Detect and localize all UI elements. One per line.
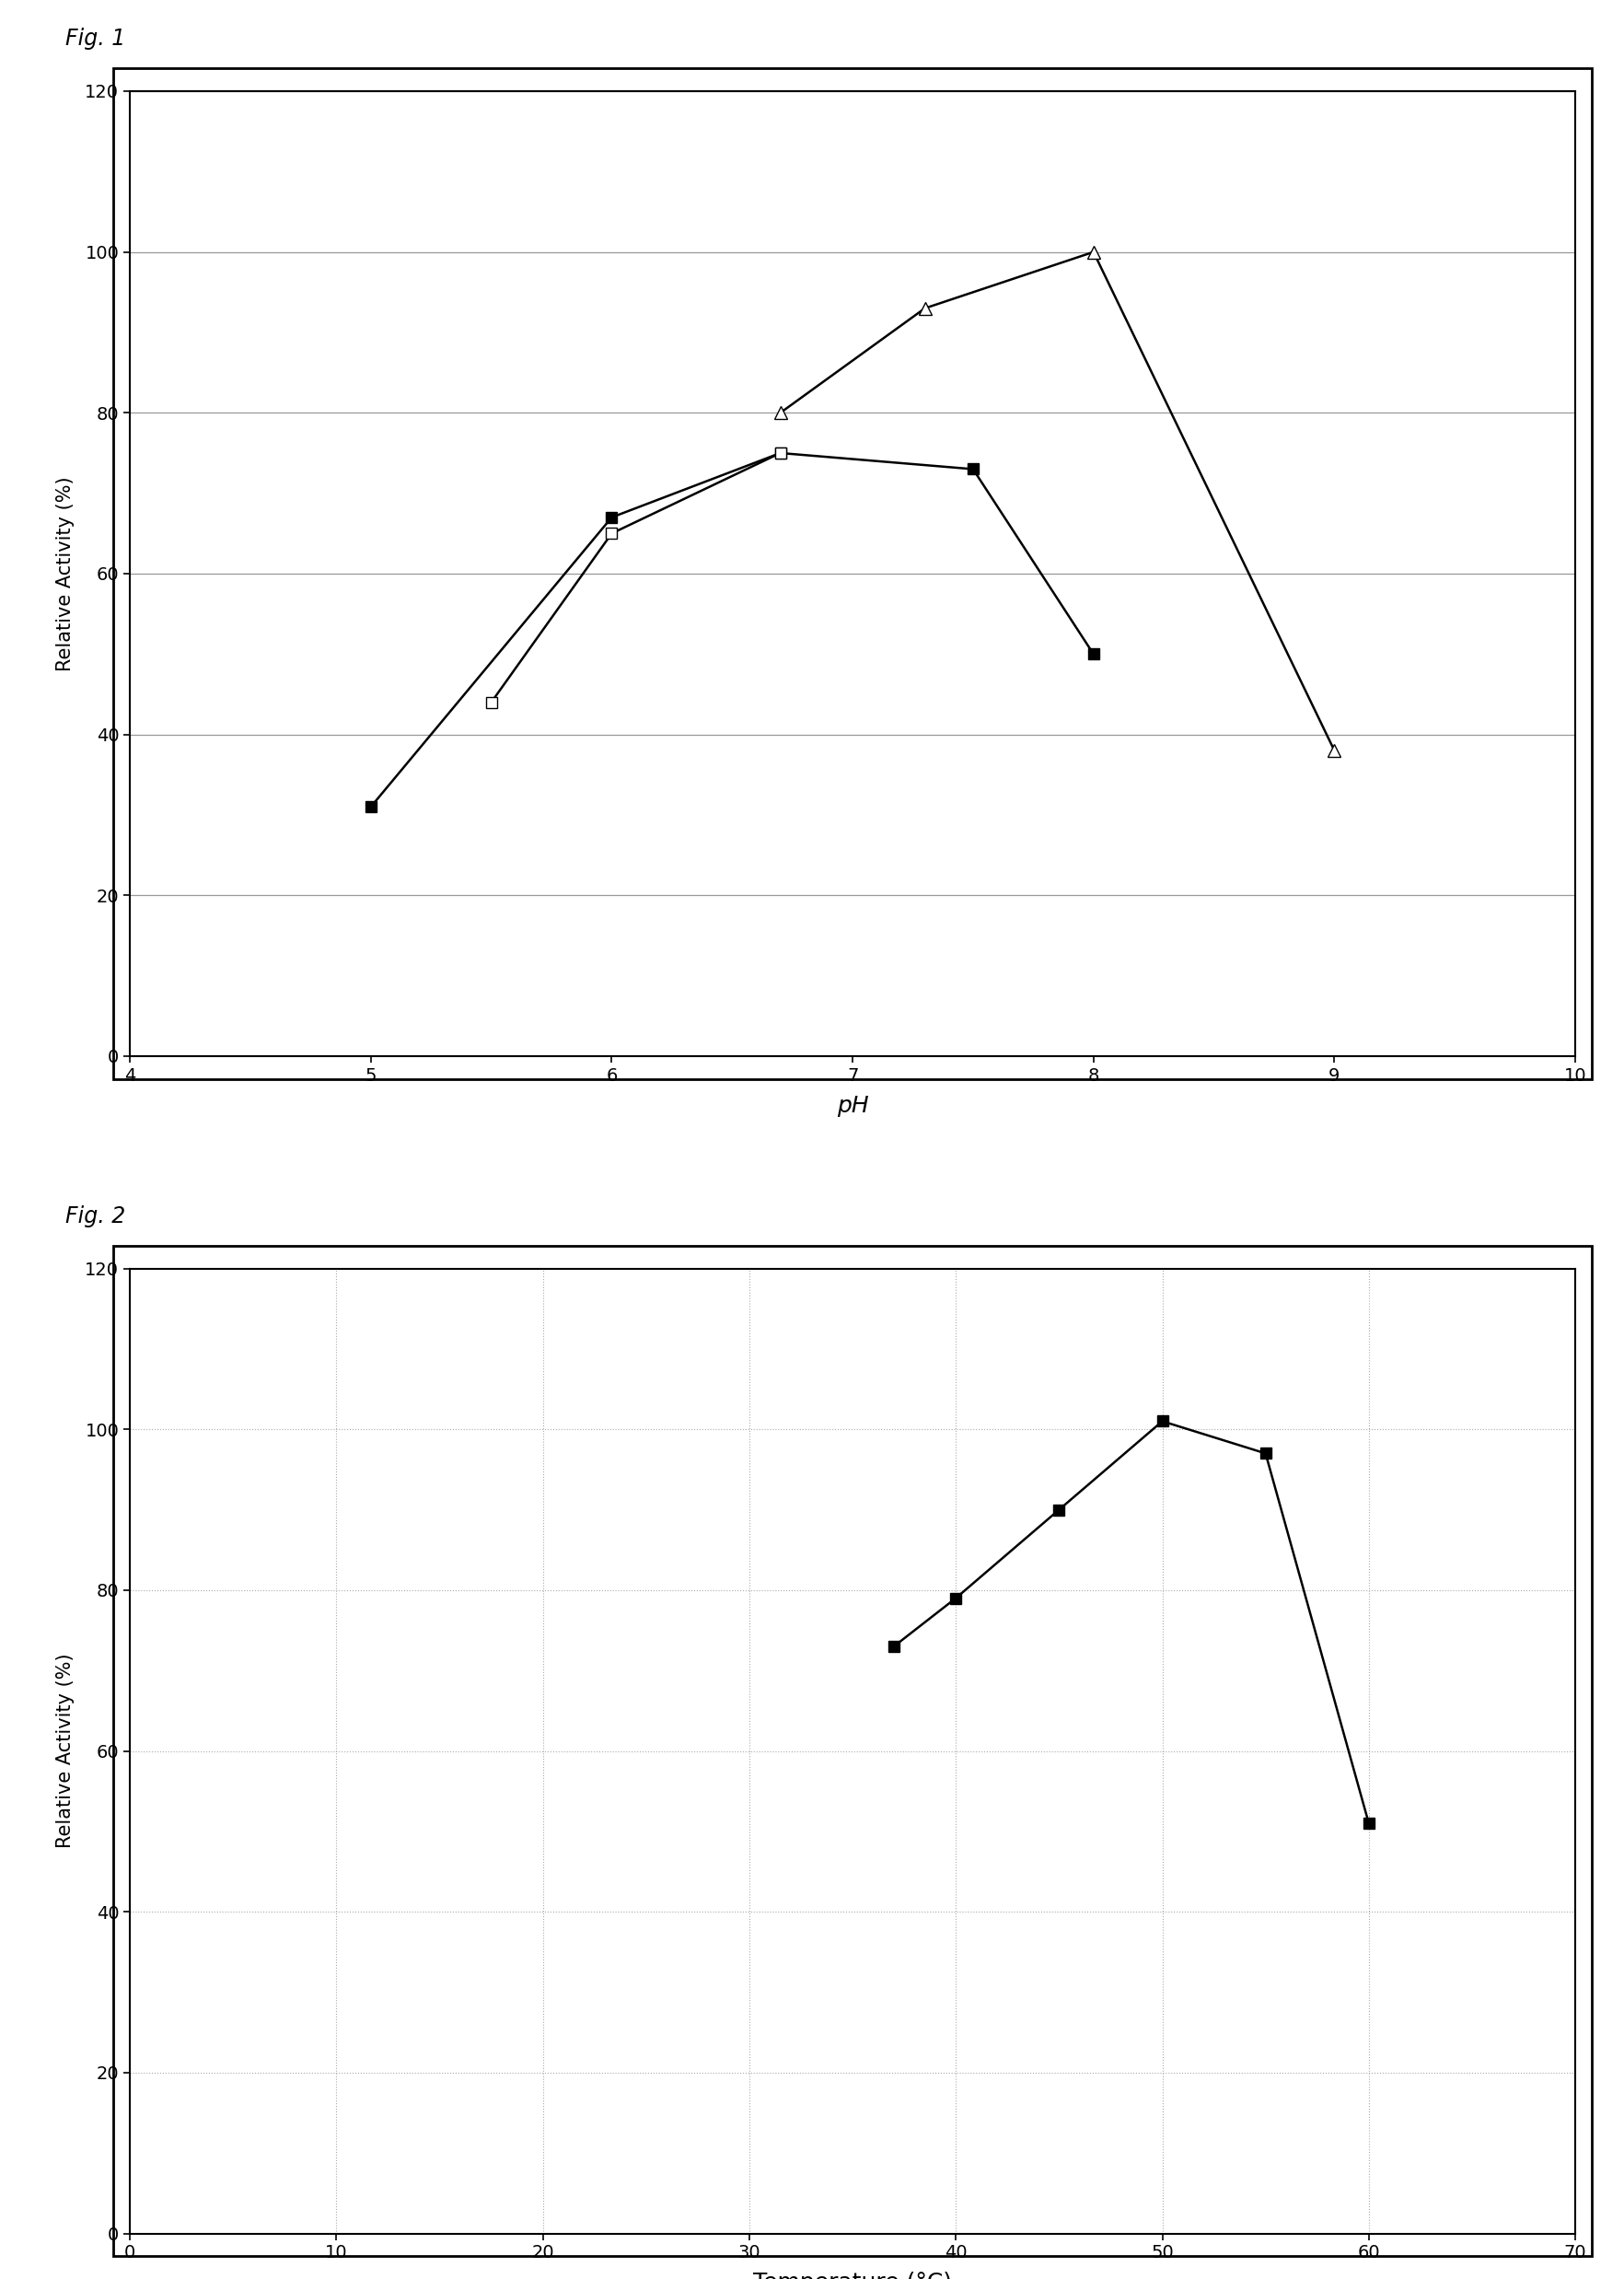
Text: Fig. 2: Fig. 2 — [65, 1206, 125, 1228]
Text: Fig. 1: Fig. 1 — [65, 27, 125, 50]
Y-axis label: Relative Activity (%): Relative Activity (%) — [57, 476, 75, 670]
Y-axis label: Relative Activity (%): Relative Activity (%) — [57, 1655, 75, 1848]
X-axis label: Temperature (°C): Temperature (°C) — [754, 2272, 952, 2279]
X-axis label: pH: pH — [836, 1094, 869, 1117]
